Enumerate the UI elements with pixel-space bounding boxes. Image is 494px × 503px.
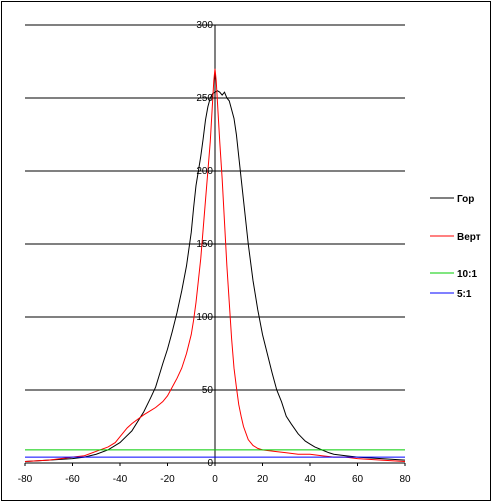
series-layer [24,68,406,463]
y-tick-label: 0 [207,458,213,469]
tick-layer: 0 50 100 150 200 250 300 -80 -60 -40 -20 0 20 40 60 80 [18,20,411,485]
legend-layer: Гор Верт 10:1 5:1 [430,194,481,300]
x-tick-label: -40 [113,474,128,485]
y-tick-label: 200 [196,166,213,177]
x-tick-label: 40 [304,474,316,485]
x-tick-label: 20 [257,474,269,485]
legend-label-0: Гор [457,194,474,205]
x-tick-label: 80 [399,474,411,485]
x-tick-label: -80 [18,474,33,485]
y-tick-label: 150 [196,239,213,250]
x-tick-label: 60 [352,474,364,485]
x-tick-label: -60 [65,474,80,485]
series-line-0 [24,90,406,463]
series-line-1 [24,68,406,463]
y-tick-label: 300 [196,20,213,31]
axis-layer [24,25,406,466]
y-tick-label: 50 [202,385,214,396]
x-tick-label: 0 [212,474,218,485]
legend-label-3: 5:1 [457,289,472,300]
x-tick-label: -20 [160,474,175,485]
y-tick-label: 100 [196,312,213,323]
y-tick-label: 250 [196,93,213,104]
legend-label-1: Верт [457,232,481,243]
legend-label-2: 10:1 [457,269,477,280]
